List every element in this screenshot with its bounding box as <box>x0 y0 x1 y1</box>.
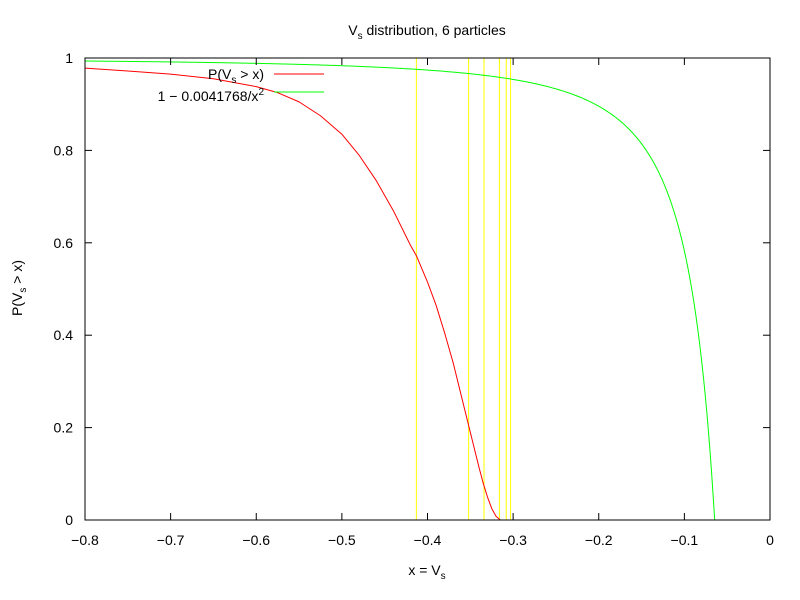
x-tick-label-8: 0 <box>766 532 774 548</box>
legend: P(Vs > x) 1 − 0.0041768/x2 <box>158 66 324 104</box>
curves <box>84 60 716 521</box>
y-tick-label-1: 0.2 <box>54 420 74 436</box>
x-tick-label-4: −0.4 <box>414 532 442 548</box>
x-tick-label-7: −0.1 <box>671 532 699 548</box>
x-axis-label-main: x = V <box>408 562 441 578</box>
yellow-vertical-lines <box>415 58 512 520</box>
legend-red-sub: s <box>231 75 236 86</box>
x-tick-label-6: −0.2 <box>585 532 613 548</box>
chart-title: Vs distribution, 6 particles <box>348 22 506 42</box>
y-axis-label-sub: s <box>18 288 29 293</box>
x-tick-label-3: −0.5 <box>328 532 356 548</box>
chart-title-sub: s <box>358 31 363 42</box>
legend-red-main: P(V <box>208 66 232 82</box>
chart-title-rest: distribution, 6 particles <box>363 22 506 38</box>
legend-green-sup: 2 <box>258 87 264 98</box>
x-tick-label-1: −0.7 <box>157 532 185 548</box>
plot-frame <box>84 57 771 521</box>
series-red-curve <box>84 67 501 521</box>
x-tick-label-0: −0.8 <box>71 532 99 548</box>
legend-label-green: 1 − 0.0041768/x2 <box>158 87 265 104</box>
y-tick-label-3: 0.6 <box>54 235 74 251</box>
y-axis-label-rest: > x) <box>9 260 25 288</box>
y-tick-label-0: 0 <box>65 512 73 528</box>
legend-label-red: P(Vs > x) <box>208 66 264 86</box>
x-tick-label-2: −0.6 <box>242 532 270 548</box>
y-axis-label-main: P(V <box>9 292 25 316</box>
y-tick-label-4: 0.8 <box>54 142 74 158</box>
axis-ticks: −0.8 −0.7 −0.6 −0.5 −0.4 −0.3 −0.2 −0.1 0 0 0.2 0.4… <box>54 50 775 548</box>
x-axis-label: x = Vs <box>408 562 445 582</box>
y-axis-label: P(Vs > x) <box>9 260 29 316</box>
legend-green-main: 1 − 0.0041768/x <box>158 88 259 104</box>
series-green-curve <box>84 60 716 521</box>
chart-title-main: V <box>348 22 358 38</box>
x-tick-label-5: −0.3 <box>499 532 527 548</box>
x-axis-label-sub: s <box>441 571 446 582</box>
y-axis-label-group: P(Vs > x) <box>9 260 29 316</box>
legend-red-rest: > x) <box>236 66 264 82</box>
y-tick-label-2: 0.4 <box>54 327 74 343</box>
y-tick-label-5: 1 <box>65 50 73 66</box>
